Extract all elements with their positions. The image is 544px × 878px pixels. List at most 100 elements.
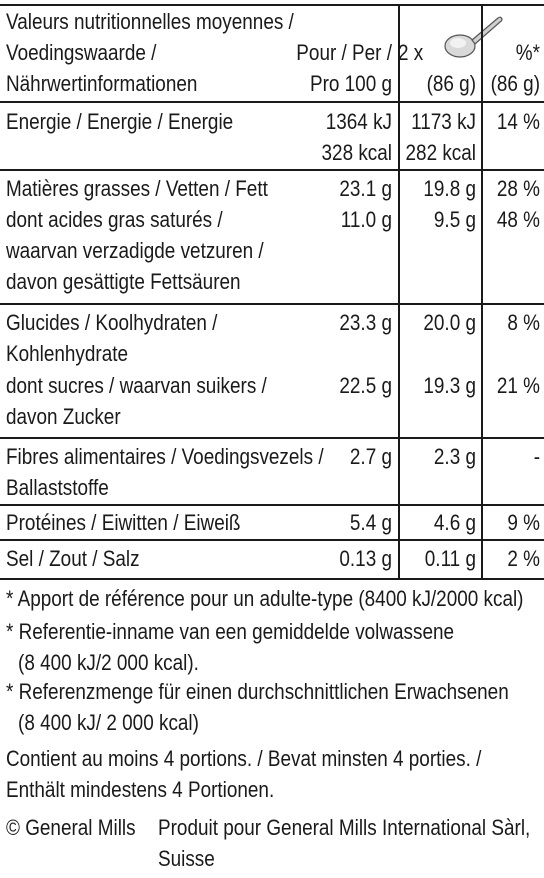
sugars-label-line2: davon Zucker: [6, 404, 121, 429]
carbs-per100: 23.3 g: [339, 310, 392, 335]
row-salt-label: Sel / Zout / Salz: [6, 543, 366, 574]
divider: [0, 437, 544, 439]
saturates-portion: 9.5 g: [433, 207, 476, 232]
header-portion-line1: 2 x: [398, 40, 424, 65]
carbs-ri: 8 %: [507, 310, 540, 335]
row-fibre-per100: 2.7 g: [272, 441, 392, 472]
row-salt-per100: 0.13 g: [272, 543, 392, 574]
row-protein-portion: 4.6 g: [386, 507, 476, 538]
salt-label: Sel / Zout / Salz: [6, 546, 140, 571]
row-sugars-portion: 19.3 g: [386, 370, 476, 401]
salt-ri: 2 %: [507, 546, 540, 571]
row-saturates-per100: 11.0 g: [272, 204, 392, 235]
row-carbs-portion: 20.0 g: [386, 307, 476, 338]
saturates-label-line3: davon gesättigte Fettsäuren: [6, 269, 241, 294]
row-fibre-portion: 2.3 g: [386, 441, 476, 472]
row-salt-portion: 0.11 g: [386, 543, 476, 574]
fat-ri: 28 %: [496, 176, 540, 201]
header-per100: Pour / Per / Pro 100 g: [272, 37, 392, 99]
table-bottom-border: [0, 578, 544, 580]
row-carbs-label: Glucides / Koolhydraten / Kohlenhydrate: [6, 307, 366, 369]
protein-label: Protéines / Eiwitten / Eiweiß: [6, 510, 241, 535]
saturates-label-line2: waarvan verzadigde vetzuren /: [6, 238, 264, 263]
row-sugars-per100: 22.5 g: [272, 370, 392, 401]
spoon-icon: [444, 16, 503, 58]
row-energy-ri: 14 %: [478, 106, 540, 137]
portions-note-line1: Contient au moins 4 portions. / Bevat mi…: [6, 746, 482, 771]
top-border: [0, 4, 544, 6]
header-title-line1: Valeurs nutritionnelles moyennes /: [6, 9, 294, 34]
fibre-portion: 2.3 g: [433, 444, 476, 469]
producer: Produit pour General Mills International…: [158, 812, 544, 874]
header-title-line3: Nährwertinformationen: [6, 71, 198, 96]
header-percent-line1: %*: [515, 40, 540, 65]
fibre-per100: 2.7 g: [349, 444, 392, 469]
row-protein-per100: 5.4 g: [272, 507, 392, 538]
divider: [0, 169, 544, 171]
footnote-nl: * Referentie-inname van een gemiddelde v…: [6, 616, 527, 678]
energy-portion-kcal: 282 kcal: [405, 140, 476, 165]
footnote-nl-line1: * Referentie-inname van een gemiddelde v…: [6, 619, 455, 644]
row-fat-per100: 23.1 g: [272, 173, 392, 204]
header-per100-line2: Pro 100 g: [309, 71, 392, 96]
sugars-per100: 22.5 g: [339, 373, 392, 398]
producer-line1: Produit pour General Mills International…: [158, 815, 531, 840]
energy-portion-kj: 1173 kJ: [411, 109, 476, 134]
fibre-ri: -: [533, 444, 540, 469]
footnote-fr: * Apport de référence pour un adulte-typ…: [6, 583, 544, 614]
portions-note-line2: Enthält mindestens 4 Portionen.: [6, 777, 275, 802]
row-sugars-label: dont sucres / waarvan suikers / davon Zu…: [6, 370, 366, 432]
producer-line2: Suisse: [158, 846, 215, 871]
saturates-per100: 11.0 g: [340, 207, 392, 232]
footnote-de-line1: * Referenzmenge für einen durchschnittli…: [6, 679, 509, 704]
row-energy-portion: 1173 kJ 282 kcal: [386, 106, 476, 168]
row-protein-label: Protéines / Eiwitten / Eiweiß: [6, 507, 366, 538]
row-saturates-portion: 9.5 g: [386, 204, 476, 235]
protein-ri: 9 %: [507, 510, 540, 535]
row-saturates-ri: 48 %: [478, 204, 540, 235]
fibre-label-line1: Fibres alimentaires / Voedingsvezels /: [6, 444, 324, 469]
carbs-label-line2: Kohlenhydrate: [6, 341, 129, 366]
row-carbs-ri: 8 %: [478, 307, 540, 338]
header-per100-line1: Pour / Per /: [296, 40, 392, 65]
header-portion: 2 x (86 g): [386, 37, 476, 99]
row-protein-ri: 9 %: [478, 507, 540, 538]
row-carbs-per100: 23.3 g: [272, 307, 392, 338]
header-title: Valeurs nutritionnelles moyennes / Voedi…: [6, 6, 366, 99]
divider: [0, 101, 544, 103]
copyright: © General Mills: [6, 812, 157, 843]
protein-per100: 5.4 g: [349, 510, 392, 535]
footnote-fr-text: * Apport de référence pour un adulte-typ…: [6, 586, 524, 611]
column-divider: [398, 4, 400, 579]
row-fat-label: Matières grasses / Vetten / Fett: [6, 173, 366, 204]
energy-per100-kcal: 328 kcal: [321, 140, 392, 165]
sugars-label-line1: dont sucres / waarvan suikers /: [6, 373, 267, 398]
sugars-portion: 19.3 g: [423, 373, 476, 398]
portions-note: Contient au moins 4 portions. / Bevat mi…: [6, 743, 544, 805]
divider: [0, 539, 544, 541]
saturates-ri: 48 %: [496, 207, 540, 232]
energy-label: Energie / Energie / Energie: [6, 109, 234, 134]
fat-portion: 19.8 g: [423, 176, 476, 201]
row-energy-per100: 1364 kJ 328 kcal: [272, 106, 392, 168]
header-title-line2: Voedingswaarde /: [6, 40, 157, 65]
footnote-de-line2: (8 400 kJ/ 2 000 kcal): [18, 710, 199, 735]
protein-portion: 4.6 g: [433, 510, 476, 535]
row-sugars-ri: 21 %: [478, 370, 540, 401]
row-saturates-label: dont acides gras saturés / waarvan verza…: [6, 204, 366, 297]
header-percent: %* (86 g): [478, 37, 540, 99]
energy-per100-kj: 1364 kJ: [325, 109, 392, 134]
fibre-label-line2: Ballaststoffe: [6, 475, 109, 500]
salt-portion: 0.11 g: [424, 546, 476, 571]
row-energy-label: Energie / Energie / Energie: [6, 106, 366, 137]
header-percent-line2: (86 g): [490, 71, 540, 96]
salt-per100: 0.13 g: [339, 546, 392, 571]
footnote-de: * Referenzmenge für einen durchschnittli…: [6, 676, 544, 738]
header-portion-line2: (86 g): [426, 71, 476, 96]
divider: [0, 303, 544, 305]
footnote-nl-line2: (8 400 kJ/2 000 kcal).: [18, 650, 199, 675]
row-fat-ri: 28 %: [478, 173, 540, 204]
row-salt-ri: 2 %: [478, 543, 540, 574]
sugars-ri: 21 %: [496, 373, 540, 398]
